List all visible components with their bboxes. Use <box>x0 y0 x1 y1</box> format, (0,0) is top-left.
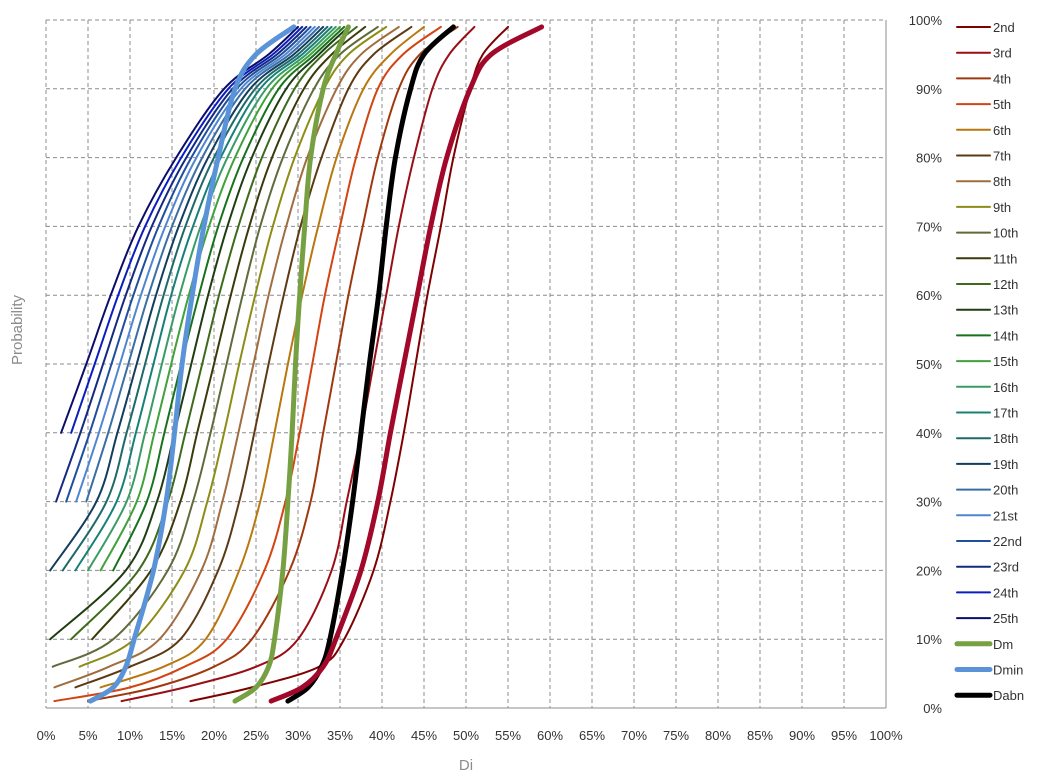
legend-label-17th: 17th <box>993 406 1018 421</box>
legend-label-dabn: Dabn <box>993 688 1024 703</box>
x-tick-label: 40% <box>369 728 395 743</box>
x-tick-label: 10% <box>117 728 143 743</box>
legend-label-15th: 15th <box>993 354 1018 369</box>
legend-item-7th: 7th <box>957 149 1011 164</box>
legend-item-24th: 24th <box>957 585 1018 600</box>
y-tick-label: 50% <box>916 357 942 372</box>
legend-item-17th: 17th <box>957 406 1018 421</box>
legend-item-6th: 6th <box>957 123 1011 138</box>
legend-label-10th: 10th <box>993 226 1018 241</box>
legend-label-dmin: Dmin <box>993 663 1023 678</box>
legend-label-8th: 8th <box>993 174 1011 189</box>
y-tick-label: 30% <box>916 495 942 510</box>
x-tick-label: 20% <box>201 728 227 743</box>
legend-item-25th: 25th <box>957 611 1018 626</box>
legend-item-3rd: 3rd <box>957 46 1012 61</box>
y-tick-label: 40% <box>916 426 942 441</box>
x-tick-label: 95% <box>831 728 857 743</box>
legend-item-21st: 21st <box>957 508 1018 523</box>
x-tick-label: 30% <box>285 728 311 743</box>
x-tick-label: 100% <box>869 728 903 743</box>
legend-label-24th: 24th <box>993 585 1018 600</box>
y-axis-ticks: 0% 10% 20% 30% 40% 50% 60% 70% 80% 90% 100% <box>909 13 943 716</box>
legend-label-11th: 11th <box>993 251 1017 266</box>
legend-item-dm: Dm <box>957 637 1013 652</box>
x-tick-label: 70% <box>621 728 647 743</box>
legend-item-14th: 14th <box>957 328 1018 343</box>
x-axis-ticks: 0% 5% 10% 15% 20% 25% 30% 35% 40% 45% 50% 55% 60% 65%… <box>37 728 903 743</box>
x-axis-title: Di <box>459 757 473 774</box>
legend-label-dm: Dm <box>993 637 1013 652</box>
x-tick-label: 65% <box>579 728 605 743</box>
y-axis-title: Probability <box>9 294 26 365</box>
legend-label-18th: 18th <box>993 431 1018 446</box>
legend-label-21st: 21st <box>993 508 1018 523</box>
x-tick-label: 35% <box>327 728 353 743</box>
legend-label-19th: 19th <box>993 457 1018 472</box>
series-line-20th <box>86 27 319 502</box>
series-line-13th <box>50 27 348 639</box>
legend-label-6th: 6th <box>993 123 1011 138</box>
x-tick-label: 5% <box>79 728 98 743</box>
legend-label-7th: 7th <box>993 149 1011 164</box>
legend-item-4th: 4th <box>957 71 1011 86</box>
legend-item-12th: 12th <box>957 277 1018 292</box>
y-tick-label: 70% <box>916 219 942 234</box>
legend-label-12th: 12th <box>993 277 1018 292</box>
y-tick-label: 80% <box>916 151 942 166</box>
legend-item-13th: 13th <box>957 303 1018 318</box>
y-tick-label: 90% <box>916 82 942 97</box>
y-tick-label: 20% <box>916 563 942 578</box>
x-tick-label: 75% <box>663 728 689 743</box>
legend-item-23rd: 23rd <box>957 560 1019 575</box>
x-tick-label: 60% <box>537 728 563 743</box>
legend-item-dmin: Dmin <box>957 663 1023 678</box>
x-tick-label: 0% <box>37 728 56 743</box>
legend-label-3rd: 3rd <box>993 46 1012 61</box>
legend-item-9th: 9th <box>957 200 1011 215</box>
legend-item-18th: 18th <box>957 431 1018 446</box>
y-tick-label: 100% <box>909 13 943 28</box>
legend-item-8th: 8th <box>957 174 1011 189</box>
legend-item-dabn: Dabn <box>957 688 1024 703</box>
legend-label-14th: 14th <box>993 328 1018 343</box>
legend-item-2nd: 2nd <box>957 20 1015 35</box>
legend-label-13th: 13th <box>993 303 1018 318</box>
legend-label-9th: 9th <box>993 200 1011 215</box>
legend-item-16th: 16th <box>957 380 1018 395</box>
legend-label-4th: 4th <box>993 71 1011 86</box>
legend-label-20th: 20th <box>993 483 1018 498</box>
legend-item-20th: 20th <box>957 483 1018 498</box>
legend-item-15th: 15th <box>957 354 1018 369</box>
legend-item-5th: 5th <box>957 97 1011 112</box>
legend-label-25th: 25th <box>993 611 1018 626</box>
y-tick-label: 60% <box>916 288 942 303</box>
legend-item-22nd: 22nd <box>957 534 1022 549</box>
chart-legend: 2nd 3rd 4th 5th 6th 7th 8th 9th 10th 11th 12th 13th… <box>957 20 1024 703</box>
x-tick-label: 25% <box>243 728 269 743</box>
legend-item-10th: 10th <box>957 226 1018 241</box>
legend-label-16th: 16th <box>993 380 1018 395</box>
x-tick-label: 55% <box>495 728 521 743</box>
legend-label-22nd: 22nd <box>993 534 1022 549</box>
legend-item-19th: 19th <box>957 457 1018 472</box>
x-tick-label: 90% <box>789 728 815 743</box>
legend-label-23rd: 23rd <box>993 560 1019 575</box>
y-tick-label: 0% <box>923 701 942 716</box>
legend-label-5th: 5th <box>993 97 1011 112</box>
y-tick-label: 10% <box>916 632 942 647</box>
x-tick-label: 80% <box>705 728 731 743</box>
x-tick-label: 85% <box>747 728 773 743</box>
legend-label-2nd: 2nd <box>993 20 1015 35</box>
x-tick-label: 45% <box>411 728 437 743</box>
x-tick-label: 50% <box>453 728 479 743</box>
x-tick-label: 15% <box>159 728 185 743</box>
legend-item-11th: 11th <box>957 251 1017 266</box>
